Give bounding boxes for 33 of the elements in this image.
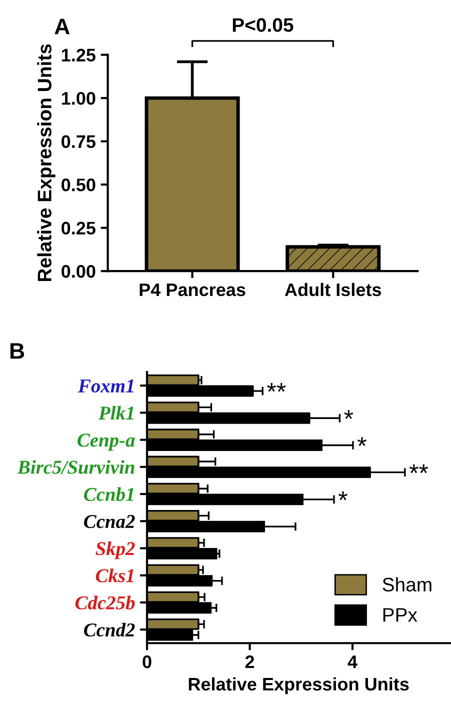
y-tick-label: Foxm1 [78, 380, 134, 393]
y-tick-label: 0.75 [62, 135, 96, 148]
y-tick-label: Plk1 [98, 406, 134, 420]
x-axis-title: Relative Expression Units [188, 677, 409, 694]
y-tick-label: 0.50 [62, 178, 96, 192]
y-tick-label: Ccnb1 [84, 487, 134, 501]
chart-title: B [10, 343, 24, 359]
y-tick-label: Ccnd2 [84, 622, 135, 637]
annotation: * [338, 491, 348, 500]
legend-label: PPx [383, 608, 418, 622]
y-tick-label: Cks1 [96, 568, 134, 582]
y-tick-label: 0.25 [62, 222, 96, 235]
x-tick-label: Adult Islets [284, 282, 382, 296]
y-tick-label: 1.25 [62, 48, 96, 62]
chart-title: A [54, 18, 70, 34]
annotation: * [344, 410, 354, 419]
text: P<0.05 [232, 18, 294, 32]
y-tick-label: 1.00 [62, 92, 96, 105]
y-tick-label: Cdc25b [75, 596, 135, 610]
annotation: ** [267, 382, 286, 392]
x-tick-label: 4 [348, 656, 358, 668]
y-tick-label: Cenp-a [78, 434, 135, 451]
y-axis-title: Relative Expression Units [37, 44, 56, 282]
annotation: ** [409, 464, 428, 474]
annotation: * [358, 437, 366, 446]
x-tick-label: 2 [245, 655, 254, 668]
x-tick-label: P4 Pancreas [140, 284, 246, 296]
y-tick-label: Skp2 [96, 542, 135, 560]
legend-label: Sham [382, 577, 432, 592]
y-tick-label: Birc5/Survivin [17, 460, 134, 474]
y-tick-label: 0.00 [62, 265, 96, 278]
x-tick-label: 0 [142, 655, 152, 668]
y-tick-label: Ccna2 [84, 515, 135, 528]
